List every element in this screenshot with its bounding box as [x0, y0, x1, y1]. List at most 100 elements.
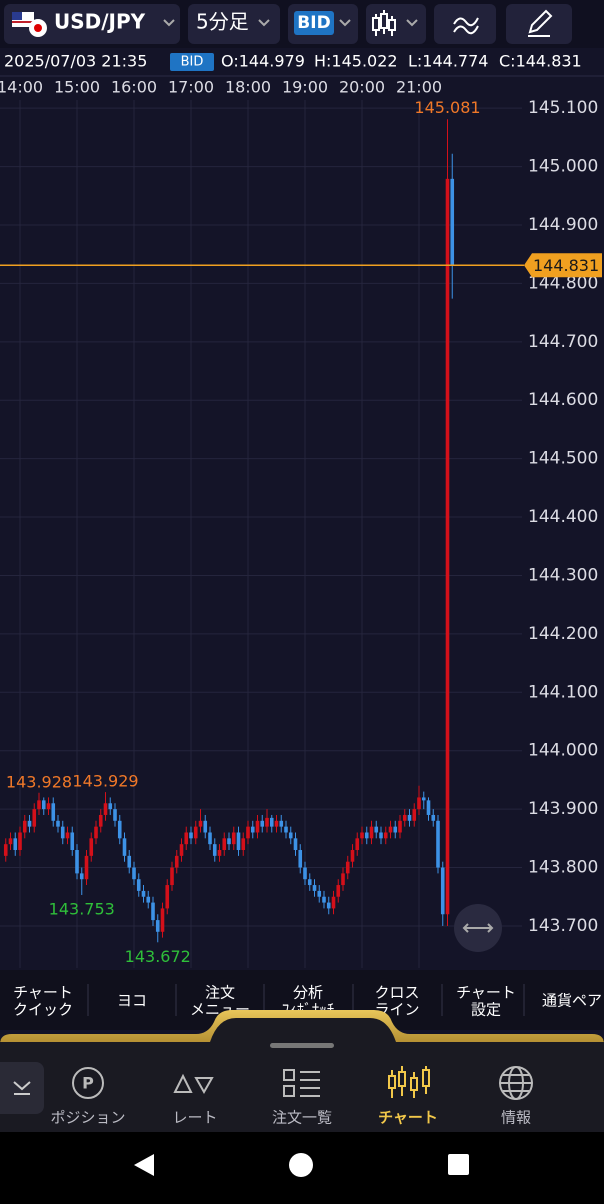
candle-body: [103, 803, 108, 815]
y-tick-label: 143.800: [528, 858, 598, 878]
toolbar-button[interactable]: 通貨ペア: [523, 984, 602, 1016]
chart-icon-body: [398, 1071, 406, 1087]
timeframe-selector[interactable]: 5分足: [188, 4, 280, 44]
candle-body: [293, 838, 298, 851]
draw-button[interactable]: [506, 4, 572, 44]
candle-body: [360, 832, 364, 839]
candle-body: [122, 838, 127, 856]
candle-body: [421, 797, 426, 801]
nav-label[interactable]: レート: [172, 1109, 217, 1127]
candle-body: [18, 832, 22, 851]
candle-body: [236, 832, 241, 851]
candle-body: [379, 832, 383, 839]
bottom-nav: ポジション レート 注文一覧 チャート 情報: [50, 1109, 531, 1127]
info-bid-badge: [170, 53, 214, 71]
candle-body: [222, 838, 227, 851]
candle-body: [98, 814, 103, 827]
candle-body: [3, 844, 8, 856]
candle-body: [317, 890, 322, 897]
x-tick-label: 17:00: [168, 78, 214, 97]
toolbar-label: クイック: [13, 1001, 73, 1019]
candle-body: [146, 896, 151, 903]
candle-body: [136, 879, 141, 891]
toolbar-label: 分析: [293, 984, 323, 1002]
y-tick-label: 144.400: [528, 507, 598, 527]
system-recents[interactable]: [448, 1154, 469, 1175]
candle-body: [65, 832, 70, 839]
candle-body: [203, 820, 208, 833]
info-low: L:144.774: [408, 52, 488, 71]
candle-body: [32, 809, 37, 827]
chart-icon-body: [410, 1077, 418, 1091]
candle-body: [132, 867, 136, 880]
candle-body: [260, 820, 265, 827]
nav-label[interactable]: ポジション: [50, 1109, 125, 1127]
info-high: H:145.022: [314, 52, 398, 71]
info-icon: [499, 1066, 533, 1100]
candle-body: [265, 817, 269, 827]
low-annotation: 143.753: [49, 899, 115, 918]
info-close: C:144.831: [499, 52, 582, 71]
candle-body: [322, 896, 326, 903]
candle-body: [388, 826, 393, 833]
system-back[interactable]: [134, 1154, 154, 1176]
candle-body: [269, 817, 274, 827]
grid: [0, 100, 522, 968]
nav-label[interactable]: チャート: [378, 1109, 438, 1127]
price-type-selector[interactable]: BID: [288, 4, 358, 44]
flag-jp-sun: [34, 24, 42, 32]
indicator-button[interactable]: [434, 4, 496, 44]
y-tick-label: 144.200: [528, 624, 598, 644]
chevron: [163, 19, 175, 27]
candle-body: [108, 803, 113, 810]
candle-body: [70, 832, 75, 851]
price-tag-bg: [524, 253, 602, 278]
globe-lines: [500, 1074, 532, 1092]
indicator-icon: [453, 17, 479, 35]
info-bid: BID: [181, 55, 204, 70]
candle-body: [274, 820, 279, 827]
candle-body: [241, 838, 246, 851]
candle-body: [212, 844, 217, 856]
candle-body: [336, 885, 341, 897]
bid-badge: [294, 11, 334, 35]
info-datetime: 2025/07/03 21:35: [4, 52, 147, 71]
nav-label[interactable]: 注文一覧: [272, 1109, 332, 1127]
candle-body: [345, 861, 350, 874]
y-tick-label: 145.000: [528, 157, 598, 177]
x-tick-label: 15:00: [54, 78, 100, 97]
candle-body: [331, 896, 336, 909]
collapse-button[interactable]: [0, 1062, 44, 1114]
candle-body: [246, 826, 250, 839]
candle-body: [355, 838, 360, 851]
x-tick-label: 18:00: [225, 78, 271, 97]
candle-body: [288, 832, 293, 839]
candle-body: [250, 826, 255, 833]
rate-icon: [173, 1073, 214, 1095]
candle-body: [341, 873, 345, 886]
scroll-toggle[interactable]: [454, 904, 502, 952]
pair-selector[interactable]: USD/JPY: [4, 4, 180, 44]
chart-icon-body: [388, 1075, 396, 1089]
candle-body: [364, 832, 369, 839]
pair-label: USD/JPY: [54, 10, 146, 34]
toolbar-button[interactable]: ヨコ: [87, 984, 147, 1016]
chart-type-button[interactable]: [366, 4, 426, 44]
y-tick-label: 144.800: [528, 273, 598, 293]
candle-body: [13, 838, 18, 851]
candle-body: [22, 820, 27, 833]
candle-body: [374, 826, 379, 833]
nav-label[interactable]: 情報: [501, 1109, 531, 1127]
y-tick-label: 145.100: [528, 98, 598, 118]
system-home[interactable]: [289, 1153, 313, 1177]
candle-body: [284, 826, 288, 833]
candle-body: [151, 902, 155, 921]
chevron: [258, 19, 270, 27]
x-tick-label: 14:00: [0, 78, 43, 97]
toolbar-label: チャート: [13, 984, 73, 1002]
candle-icon-body: [388, 19, 396, 31]
candle-icon-body: [380, 13, 388, 29]
candle-body: [75, 850, 79, 874]
